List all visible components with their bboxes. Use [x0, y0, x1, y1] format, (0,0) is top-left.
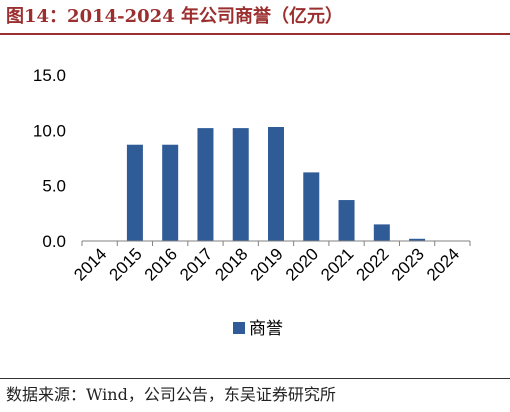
- x-tick-label: 2019: [247, 244, 287, 284]
- source-divider: [0, 378, 510, 379]
- bar-2018: [232, 128, 249, 241]
- legend-swatch: [233, 322, 245, 334]
- x-tick-label: 2016: [141, 244, 181, 284]
- x-tick-label: 2020: [282, 244, 322, 284]
- y-tick-label: 5.0: [42, 177, 66, 196]
- source-note: 数据来源：Wind，公司公告，东吴证券研究所: [6, 385, 336, 404]
- x-tick-label: 2015: [106, 244, 146, 284]
- title-divider: [0, 33, 510, 35]
- figure-title: 图14：2014-2024 年公司商誉（亿元）: [6, 6, 343, 27]
- y-tick-label: 10.0: [33, 121, 66, 140]
- bar-series: [126, 127, 426, 241]
- bar-2015: [126, 144, 143, 241]
- bar-2023: [409, 238, 426, 241]
- bar-2017: [197, 128, 214, 241]
- y-axis: 0.0 5.0 10.0 15.0: [33, 66, 66, 251]
- x-tick-label: 2023: [388, 244, 428, 284]
- x-tick-label: 2024: [423, 244, 463, 284]
- bar-2021: [338, 200, 355, 241]
- x-tick-label: 2022: [352, 244, 392, 284]
- bar-2020: [303, 172, 320, 241]
- x-tick-label: 2021: [317, 244, 357, 284]
- bar-2019: [268, 127, 284, 241]
- legend-label: 商誉: [249, 319, 283, 339]
- x-tick-label: 2014: [70, 244, 110, 284]
- x-tick-label: 2018: [211, 244, 251, 284]
- x-tick-label: 2017: [176, 244, 216, 284]
- x-axis: 2014201520162017201820192020202120222023…: [70, 241, 471, 285]
- y-tick-label: 15.0: [33, 66, 66, 85]
- bar-2016: [162, 144, 179, 241]
- bar-2022: [373, 224, 390, 241]
- chart-legend: 商誉: [233, 319, 283, 339]
- y-tick-label: 0.0: [42, 232, 66, 251]
